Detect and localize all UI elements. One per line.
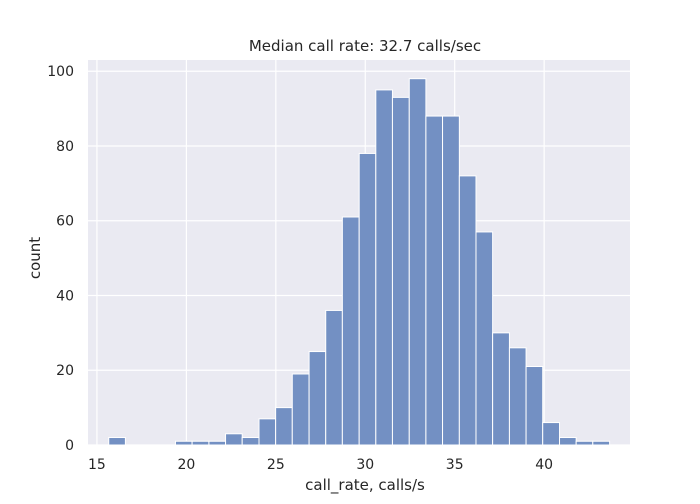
chart-title: Median call rate: 32.7 calls/sec <box>249 37 481 55</box>
y-tick-label: 60 <box>56 214 74 230</box>
y-tick-label: 100 <box>47 64 74 80</box>
y-tick-label: 80 <box>56 139 74 155</box>
histogram-bar <box>458 175 477 446</box>
x-tick-label: 40 <box>535 457 553 473</box>
x-tick-label: 20 <box>177 457 195 473</box>
histogram-bar <box>308 351 327 446</box>
histogram-bar <box>174 440 193 446</box>
histogram-bar <box>575 440 594 446</box>
y-tick-label: 20 <box>56 363 74 379</box>
histogram-bar <box>425 115 444 446</box>
x-tick-label: 15 <box>88 457 106 473</box>
histogram-bar <box>525 366 544 446</box>
x-axis-ticks: 15 20 25 30 35 40 <box>88 457 553 473</box>
histogram-bar <box>108 437 126 446</box>
x-tick-label: 30 <box>356 457 374 473</box>
histogram-bar <box>475 231 494 446</box>
histogram-bar <box>542 422 561 446</box>
histogram-bar <box>508 347 527 446</box>
histogram-bar <box>241 437 260 446</box>
histogram-bar <box>559 437 577 446</box>
histogram-bar <box>275 407 293 446</box>
histogram-bar <box>391 96 410 446</box>
histogram-bar <box>592 440 611 446</box>
histogram-bar <box>291 373 310 446</box>
x-tick-label: 35 <box>446 457 464 473</box>
y-axis-ticks: 0 20 40 60 80 100 <box>47 64 74 454</box>
y-tick-label: 40 <box>56 288 74 304</box>
histogram-bar <box>341 216 360 446</box>
x-tick-label: 25 <box>267 457 285 473</box>
x-axis-label: call_rate, calls/s <box>305 476 425 495</box>
histogram-bars <box>108 78 611 446</box>
y-axis-label: count <box>26 237 44 279</box>
histogram-bar <box>325 309 343 446</box>
histogram-bar <box>358 152 377 446</box>
histogram-bar <box>191 440 210 446</box>
histogram-bar <box>442 115 460 446</box>
y-tick-label: 0 <box>65 438 74 454</box>
histogram-bar <box>492 332 510 446</box>
histogram-bar <box>408 78 427 446</box>
histogram-bar <box>208 440 227 446</box>
histogram-bar <box>375 89 393 446</box>
histogram-bar <box>225 433 243 446</box>
histogram-bar <box>258 418 277 446</box>
